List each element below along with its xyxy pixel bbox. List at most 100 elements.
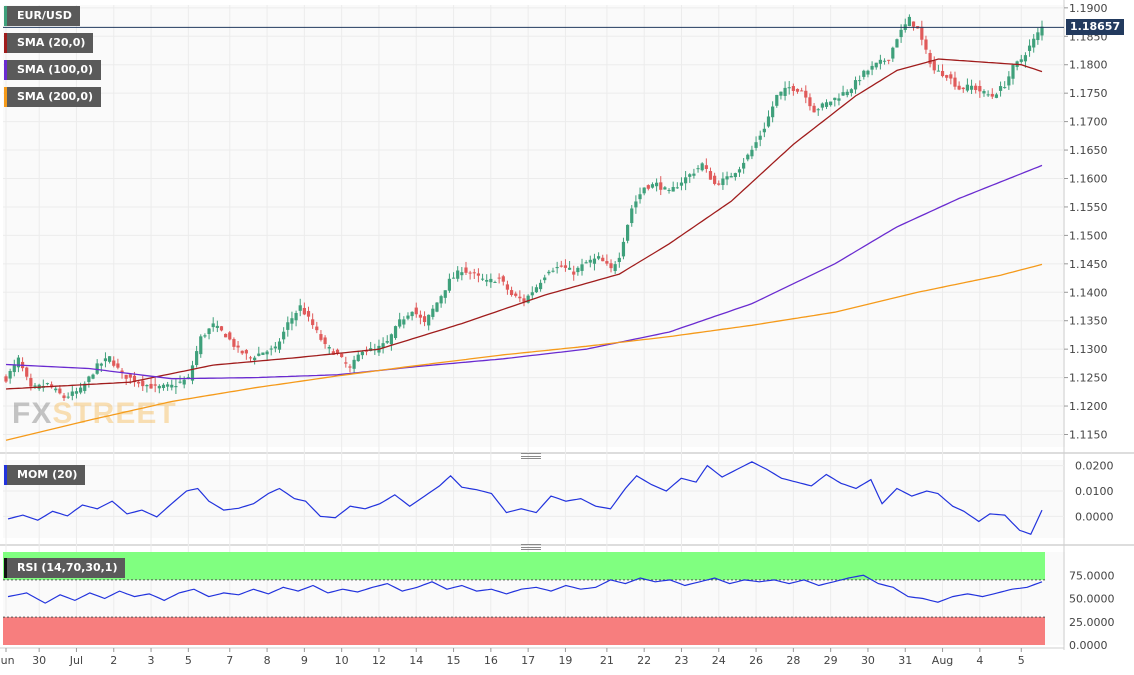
candle[interactable] [762,122,766,138]
candle[interactable] [787,80,791,95]
candle[interactable] [688,173,692,183]
candle[interactable] [936,64,940,72]
candle[interactable] [588,255,592,268]
candle[interactable] [742,158,746,174]
candle[interactable] [1011,64,1015,85]
candle[interactable] [820,102,824,111]
candle[interactable] [543,274,547,284]
candle[interactable] [634,195,638,214]
candle[interactable] [236,341,240,353]
candle[interactable] [783,81,787,101]
candle[interactable] [447,273,452,293]
candle[interactable] [8,368,12,384]
candle[interactable] [348,364,352,373]
candle[interactable] [729,172,733,178]
mom-pane-bg[interactable] [3,460,1065,538]
candle[interactable] [456,266,460,282]
candle[interactable] [911,21,916,31]
candle[interactable] [170,379,174,391]
candle[interactable] [824,99,829,110]
candle[interactable] [410,311,414,321]
candle[interactable] [509,286,514,297]
candle[interactable] [319,330,323,342]
candle[interactable] [808,93,812,111]
candle[interactable] [849,88,853,97]
candle[interactable] [800,87,804,92]
candle[interactable] [650,182,655,189]
candle[interactable] [91,373,95,380]
candle[interactable] [501,274,505,286]
candle[interactable] [70,385,74,401]
candle[interactable] [25,366,29,381]
candle[interactable] [360,350,364,360]
candle[interactable] [244,349,248,360]
candle[interactable] [393,325,398,340]
candle[interactable] [1027,39,1032,57]
candle[interactable] [468,270,472,280]
candle[interactable] [174,379,178,394]
candle[interactable] [306,306,311,322]
candle[interactable] [530,286,534,300]
candle[interactable] [137,380,141,388]
candle[interactable] [323,335,327,349]
candle[interactable] [381,337,385,354]
candle[interactable] [866,69,870,78]
candle[interactable] [232,337,236,350]
candle[interactable] [713,172,717,186]
candle[interactable] [472,268,476,280]
legend-symbol[interactable]: EUR/USD [4,6,80,26]
candle[interactable] [547,269,551,276]
candle[interactable] [932,56,936,74]
candle[interactable] [431,304,435,320]
candle[interactable] [203,333,207,339]
candle[interactable] [978,80,982,98]
candle[interactable] [563,259,568,272]
candle[interactable] [870,61,874,76]
candle[interactable] [522,294,526,307]
candle[interactable] [327,344,331,355]
candle[interactable] [754,136,758,151]
candle[interactable] [149,377,153,389]
candle[interactable] [265,349,269,361]
legend-mom[interactable]: MOM (20) [4,465,86,485]
candle[interactable] [352,355,356,375]
candle[interactable] [277,338,282,354]
candle[interactable] [497,273,501,284]
candle[interactable] [791,83,795,96]
candle[interactable] [621,237,626,260]
candle[interactable] [638,187,642,204]
candle[interactable] [95,359,99,375]
candle[interactable] [443,290,447,304]
candle[interactable] [609,259,613,273]
candle[interactable] [62,392,66,401]
candle[interactable] [982,89,986,97]
candle[interactable] [4,374,8,384]
legend-sma-100[interactable]: SMA (100,0) [4,60,102,80]
candle[interactable] [505,280,510,295]
candle[interactable] [957,81,961,91]
legend-sma-200[interactable]: SMA (200,0) [4,87,102,107]
candle[interactable] [617,252,621,268]
candle[interactable] [402,316,406,329]
candle[interactable] [920,20,924,46]
candle[interactable] [667,188,671,194]
candle[interactable] [418,310,422,325]
candle[interactable] [286,316,290,337]
candle[interactable] [124,374,128,386]
candle[interactable] [538,279,543,292]
pane-resize-handle-mom[interactable] [521,453,541,459]
candle[interactable] [758,130,762,147]
candle[interactable] [427,314,431,331]
candle[interactable] [882,58,887,65]
candle[interactable] [626,224,630,244]
candle[interactable] [704,158,708,173]
price-pane-bg[interactable] [3,5,1065,447]
candle[interactable] [567,261,572,271]
candle[interactable] [224,333,228,338]
candle[interactable] [596,252,601,261]
candle[interactable] [228,331,232,341]
candle[interactable] [190,360,195,385]
candle[interactable] [771,101,775,123]
candle[interactable] [518,290,522,303]
candle[interactable] [257,346,261,357]
